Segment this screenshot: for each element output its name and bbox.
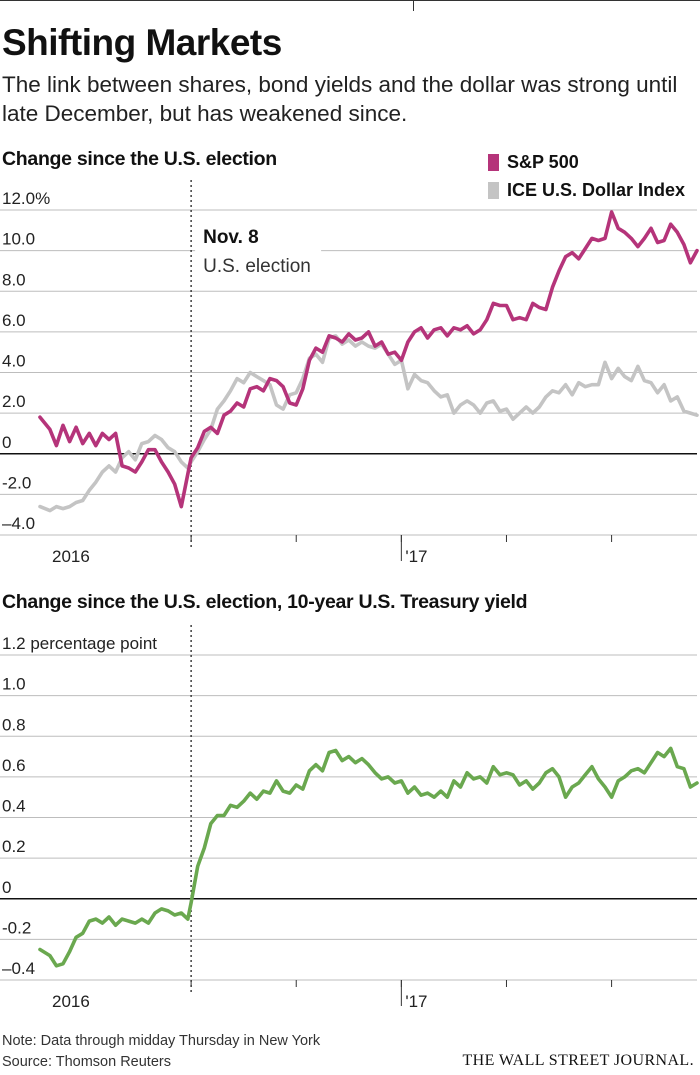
y-tick-label: 0.8 [2, 715, 26, 734]
legend-label-dollar: ICE U.S. Dollar Index [507, 179, 686, 200]
annotation-title: Nov. 8 [203, 227, 259, 248]
y-tick-label: –0.4 [2, 959, 35, 978]
y-tick-label: 10.0 [2, 230, 35, 249]
y-tick-label: 4.0 [2, 352, 26, 371]
y-tick-label: 12.0% [2, 189, 50, 208]
y-tick-label: -2.0 [2, 473, 31, 492]
footer-note: Note: Data through midday Thursday in Ne… [2, 1033, 321, 1049]
x-tick-label: '17 [405, 992, 427, 1011]
footer: Note: Data through midday Thursday in Ne… [2, 1031, 320, 1073]
legend-label-sp500: S&P 500 [507, 151, 579, 172]
chart-dek: The link between shares, bond yields and… [2, 72, 678, 126]
legend-item-sp500: S&P 500 [488, 148, 685, 176]
legend-swatch-dollar [488, 181, 499, 199]
chart1-svg: –4.0 -2.0 0 2.0 4.0 6.0 8.0 10.0 12.0% 2016 '17 Nov… [0, 180, 699, 566]
footer-source: Source: Thomson Reuters [2, 1054, 171, 1070]
y-tick-label: 1.0 [2, 675, 26, 694]
treasury-yield-line [38, 746, 699, 968]
y-tick-label: 1.2 percentage point [2, 634, 157, 653]
chart1-title: Change since the U.S. election [2, 148, 277, 170]
top-rule-tick [413, 1, 414, 11]
y-tick-label: 0.2 [2, 837, 26, 856]
y-tick-label: –4.0 [2, 514, 35, 533]
y-tick-label: -0.2 [2, 918, 31, 937]
x-tick-label: '17 [405, 547, 427, 566]
legend-swatch-sp500 [488, 153, 499, 171]
annotation-subtitle: U.S. election [203, 256, 311, 277]
y-tick-label: 0.6 [2, 756, 26, 775]
y-tick-label: 0.4 [2, 797, 26, 816]
legend: S&P 500 ICE U.S. Dollar Index [488, 148, 685, 204]
y-tick-label: 0 [2, 433, 11, 452]
y-tick-label: 6.0 [2, 311, 26, 330]
top-rule [0, 0, 700, 11]
masthead: THE WALL STREET JOURNAL. [462, 1052, 694, 1069]
y-tick-label: 8.0 [2, 270, 26, 289]
annotation-background [195, 220, 322, 282]
x-tick-label: 2016 [52, 547, 90, 566]
y-tick-label: 2.0 [2, 392, 26, 411]
chart2-svg: –0.4 -0.2 0 0.2 0.4 0.6 0.8 1.0 1.2 percentage p… [0, 625, 699, 1011]
dollar-index-line [38, 334, 699, 513]
y-tick-label: 0 [2, 878, 11, 897]
sp500-line [38, 210, 699, 509]
legend-item-dollar: ICE U.S. Dollar Index [488, 176, 685, 204]
chart2-title: Change since the U.S. election, 10-year … [2, 591, 528, 613]
chart-title: Shifting Markets [2, 22, 282, 63]
x-tick-label: 2016 [52, 992, 90, 1011]
